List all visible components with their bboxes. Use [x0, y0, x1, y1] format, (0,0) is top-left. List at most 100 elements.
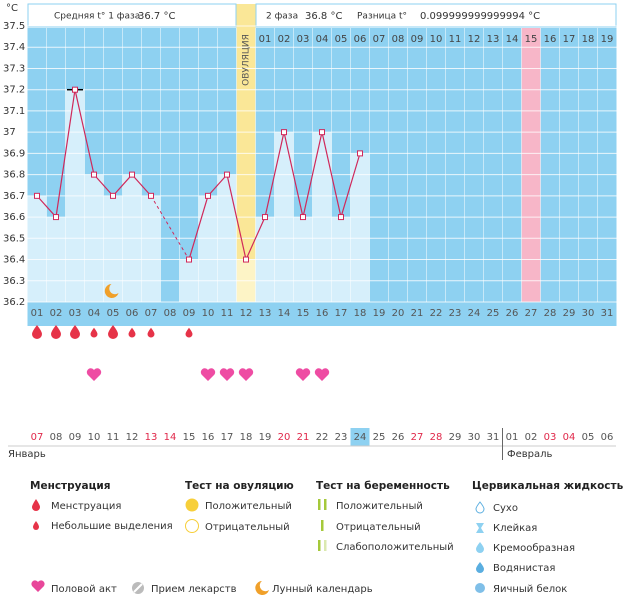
legend-item: Клейкая: [493, 523, 537, 534]
y-tick-label: 37.4: [3, 42, 25, 53]
fluid-icon: [475, 583, 485, 593]
test-icon: [318, 540, 321, 551]
temperature-bar: [141, 195, 161, 302]
y-tick-label: 37.2: [3, 85, 25, 96]
intercourse-heart: [238, 368, 254, 381]
ovulation-label: ОВУЛЯЦИЯ: [242, 34, 252, 86]
highlight-column: [521, 28, 541, 302]
fluid-icon: [475, 501, 485, 514]
intercourse-heart: [219, 368, 235, 381]
today-date-cell: [350, 428, 370, 446]
cycle-day: 27: [525, 308, 538, 319]
menstruation-drop: [90, 327, 98, 338]
temperature-line: [112, 174, 133, 197]
cycle-day: 05: [107, 308, 120, 319]
calendar-date: 29: [449, 432, 462, 443]
legend-item: Кремообразная: [493, 543, 575, 554]
cycle-day: 11: [221, 308, 234, 319]
intercourse-heart: [295, 368, 311, 381]
calendar-date: 06: [601, 432, 614, 443]
temperature-line: [264, 132, 285, 218]
cycle-day: 03: [69, 308, 82, 319]
legend-item: Водянистая: [493, 563, 555, 574]
legend-item: Слабоположительный: [336, 542, 454, 553]
moon-icon: [104, 284, 119, 298]
phase2-day: 18: [582, 34, 595, 45]
phase2-day: 02: [278, 34, 291, 45]
calendar-date: 31: [487, 432, 500, 443]
legend-title: Менструация: [30, 480, 110, 492]
fluid-icon: [476, 542, 484, 553]
temperature-point: [186, 256, 192, 263]
temperature-line: [188, 195, 209, 260]
phase2-day: 01: [259, 34, 272, 45]
legend-item: Половой акт: [51, 584, 117, 595]
temperature-point: [300, 214, 306, 221]
ovulation-positive-icon: [185, 498, 199, 512]
cycle-day: 28: [544, 308, 557, 319]
calendar-date: 01: [506, 432, 519, 443]
phase2-day: 13: [487, 34, 500, 45]
y-tick-label: 37.1: [3, 106, 25, 117]
calendar-date: 25: [373, 432, 386, 443]
phase1-box: [27, 3, 237, 28]
temperature-point: [281, 129, 287, 136]
calendar-date: 11: [107, 432, 120, 443]
calendar-date: 22: [316, 432, 329, 443]
cycle-day: 20: [392, 308, 405, 319]
drop-icon: [32, 499, 40, 511]
temperature-point: [110, 192, 116, 199]
gap-connector: [150, 195, 190, 260]
cycle-day: 25: [487, 308, 500, 319]
y-tick-label: 36.6: [3, 212, 25, 223]
temperature-point: [243, 256, 249, 263]
intercourse-heart: [200, 368, 216, 381]
cycle-day: 10: [202, 308, 215, 319]
pill-icon: [133, 583, 143, 593]
phase2-day: 14: [506, 34, 519, 45]
unit-label: °C: [6, 3, 18, 14]
drop-icon: [33, 521, 39, 530]
phase2-day: 05: [335, 34, 348, 45]
y-tick-label: 36.9: [3, 148, 25, 159]
calendar-date: 21: [297, 432, 310, 443]
chart: 37.5 37.4 37.3 37.2 37.1 37 36.9 36.8 36.7 36.6 36…: [3, 4, 617, 446]
temperature-point: [34, 192, 40, 199]
cycle-day: 08: [164, 308, 177, 319]
temperature-line: [207, 174, 228, 197]
calendar-date: 04: [563, 432, 576, 443]
calendar-date: 23: [335, 432, 348, 443]
cycle-day: 14: [278, 308, 291, 319]
intercourse-heart: [86, 368, 102, 381]
temperature-line: [36, 195, 57, 218]
phase2-box: [255, 3, 617, 28]
phase2-day: 15: [525, 34, 538, 45]
cycle-day: 07: [145, 308, 158, 319]
temperature-line: [302, 132, 323, 218]
difference-value: 0.099999999999994 °C: [420, 11, 540, 22]
temperature-point: [338, 214, 344, 221]
legend-item: Яичный белок: [493, 584, 567, 595]
menstruation-drop: [70, 325, 80, 339]
legend-title: Тест на овуляцию: [185, 480, 294, 492]
temperature-line: [321, 132, 342, 218]
phase2-day: 17: [563, 34, 576, 45]
calendar-date: 28: [430, 432, 443, 443]
cycle-day: 18: [354, 308, 367, 319]
phase2-day: 08: [392, 34, 405, 45]
calendar-date: 18: [240, 432, 253, 443]
calendar-date: 07: [31, 432, 44, 443]
month-label: Январь: [8, 449, 46, 460]
phase2-day: 12: [468, 34, 481, 45]
temperature-line: [226, 174, 247, 260]
temperature-point: [148, 192, 154, 199]
y-tick-label: 36.5: [3, 233, 25, 244]
temperature-point: [357, 150, 363, 157]
y-tick-label: 37.3: [3, 63, 25, 74]
phase2-label: 2 фаза: [266, 12, 298, 22]
moon-icon: [255, 581, 269, 595]
cycle-day: 26: [506, 308, 519, 319]
temperature-bar: [350, 153, 370, 302]
y-tick-label: 36.7: [3, 191, 25, 202]
legend-item: Лунный календарь: [272, 584, 373, 595]
